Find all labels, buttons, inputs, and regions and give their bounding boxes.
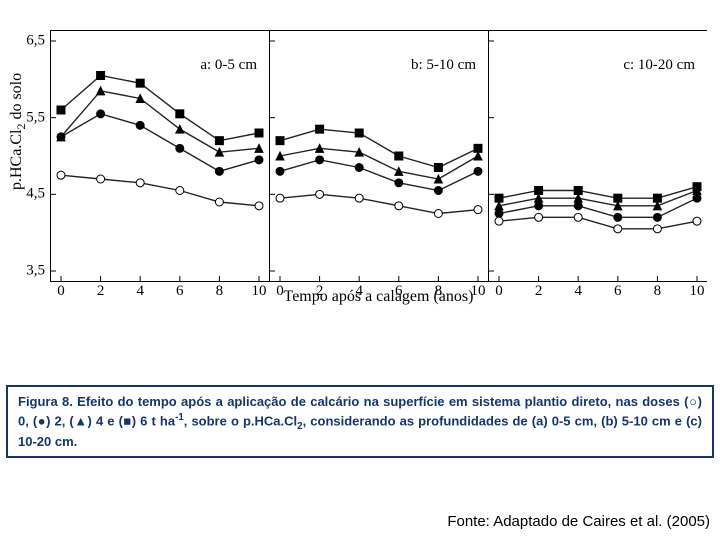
x-axis-label: Tempo após a calagem (anos) [50, 288, 707, 306]
panel-title: b: 5-10 cm [411, 57, 476, 74]
panel-title: a: 0-5 cm [200, 57, 257, 74]
y-axis-label: p.HCa.Cl2 do solo [8, 73, 29, 190]
chart-figure: p.HCa.Cl2 do solo a: 0-5 cm3,54,55,56,50… [0, 20, 720, 350]
y-tick-label: 3,5 [26, 263, 51, 280]
figure-source: Fonte: Adaptado de Caires et al. (2005) [447, 513, 710, 530]
y-label-part1: p.HCa.Cl [8, 130, 25, 190]
chart-panel: a: 0-5 cm3,54,55,56,50246810 [50, 30, 269, 282]
chart-panel: b: 5-10 cm0246810 [269, 30, 488, 282]
figure-caption: Figura 8. Efeito do tempo após a aplicaç… [6, 385, 714, 458]
y-tick-label: 6,5 [26, 33, 51, 50]
y-label-part2: do solo [8, 73, 25, 124]
chart-panel: c: 10-20 cm0246810 [488, 30, 707, 282]
caption-sup: -1 [175, 412, 184, 423]
y-tick-label: 4,5 [26, 186, 51, 203]
caption-mid: , sobre o p.HCa.Cl [184, 413, 297, 428]
y-tick-label: 5,5 [26, 109, 51, 126]
chart-panels: a: 0-5 cm3,54,55,56,50246810b: 5-10 cm02… [50, 30, 707, 282]
panel-title: c: 10-20 cm [623, 57, 695, 74]
